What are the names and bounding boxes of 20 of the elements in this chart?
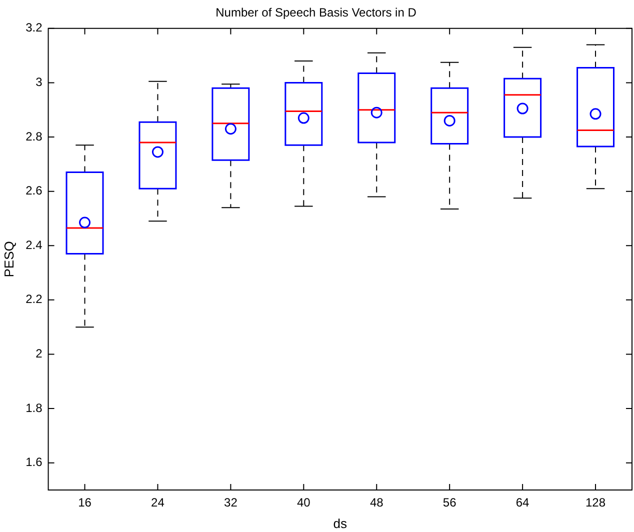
y-tick-label: 3 [36,75,43,90]
y-tick-label: 2.2 [26,292,43,306]
x-tick-label: 128 [586,496,606,510]
y-axis-title: PESQ [1,241,16,278]
y-tick-label: 2.8 [26,129,43,144]
y-tick-label: 3.2 [26,20,43,35]
x-tick-label: 56 [442,496,457,510]
y-tick-label: 1.8 [26,400,43,415]
y-tick-label: 2.4 [26,238,43,252]
x-tick-label: 32 [224,496,238,510]
x-tick-label: 64 [516,496,530,510]
x-tick-label: 16 [78,496,92,510]
chart-title: Number of Speech Basis Vectors in D [216,6,417,20]
x-axis-title: ds [333,516,348,531]
x-tick-label: 48 [370,496,384,510]
y-tick-label: 1.6 [26,455,43,470]
y-tick-label: 2 [36,346,43,361]
x-tick-label: 24 [151,496,165,510]
x-tick-label: 40 [296,496,311,510]
y-tick-label: 2.6 [26,184,43,198]
